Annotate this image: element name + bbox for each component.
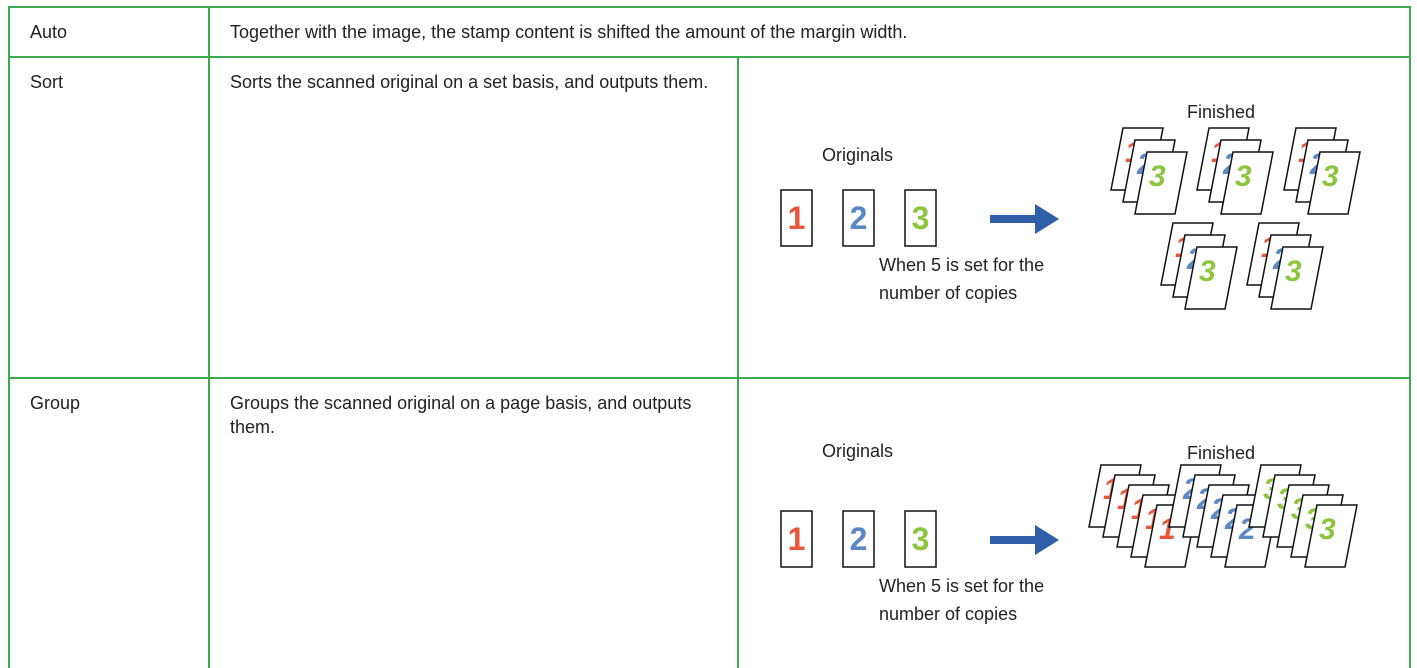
- mode-table: Auto Together with the image, the stamp …: [8, 6, 1411, 668]
- row: Group Groups the scanned original on a p…: [8, 377, 1411, 668]
- original-number: 1: [788, 200, 806, 236]
- description: Groups the scanned original on a page ba…: [208, 377, 739, 668]
- original-number: 3: [912, 521, 930, 557]
- figure-cell: Originals Finished When 5 is set for the n…: [737, 377, 1411, 668]
- arrow: [990, 204, 1059, 234]
- page-number: 3: [1322, 160, 1339, 193]
- original-number: 3: [912, 200, 930, 236]
- figure: Originals Finished When 5 is set for the n…: [739, 379, 1411, 668]
- arrow: [990, 525, 1059, 555]
- row: Sort Sorts the scanned original on a set…: [8, 56, 1411, 379]
- illustration: 123123123123123123: [780, 127, 1361, 310]
- original-page: [780, 189, 813, 247]
- description: Sorts the scanned original on a set basi…: [208, 56, 739, 379]
- mode: Group: [8, 377, 210, 668]
- description-text: Sorts the scanned original on a set basi…: [230, 72, 709, 92]
- original-number: 2: [850, 521, 868, 557]
- finished-label: Finished: [1187, 443, 1256, 463]
- paper: [1134, 151, 1188, 215]
- original-page: [904, 510, 937, 568]
- original-page: [842, 189, 875, 247]
- originals-label: Originals: [822, 441, 894, 461]
- page-number: 3: [1149, 160, 1166, 193]
- description: Together with the image, the stamp conte…: [208, 6, 1411, 58]
- original-page: [904, 189, 937, 247]
- finished-label: Finished: [1187, 102, 1256, 122]
- figure-cell: Originals Finished When 5 is set for the n…: [737, 56, 1411, 379]
- paper: [1304, 504, 1358, 568]
- paper: [1184, 246, 1238, 310]
- paper: [1307, 151, 1361, 215]
- page-number: 3: [1235, 160, 1252, 193]
- figure: Originals Finished When 5 is set for the n…: [739, 58, 1411, 378]
- paper: [1220, 151, 1274, 215]
- original-page: [842, 510, 875, 568]
- mode: Auto: [8, 6, 210, 58]
- paper: [1270, 246, 1324, 310]
- originals-label: Originals: [822, 145, 894, 165]
- page-number: 3: [1199, 255, 1216, 288]
- original-page: [780, 510, 813, 568]
- original-number: 2: [850, 200, 868, 236]
- row: Auto Together with the image, the stamp …: [8, 6, 1411, 58]
- note: When 5 is set for the number of copies: [879, 255, 1045, 303]
- page-number: 3: [1319, 513, 1336, 546]
- mode: Sort: [8, 56, 210, 379]
- original-number: 1: [788, 521, 806, 557]
- description-text: Groups the scanned original on a page ba…: [230, 393, 692, 437]
- note: When 5 is set for the number of copies: [879, 576, 1045, 624]
- page-number: 3: [1285, 255, 1302, 288]
